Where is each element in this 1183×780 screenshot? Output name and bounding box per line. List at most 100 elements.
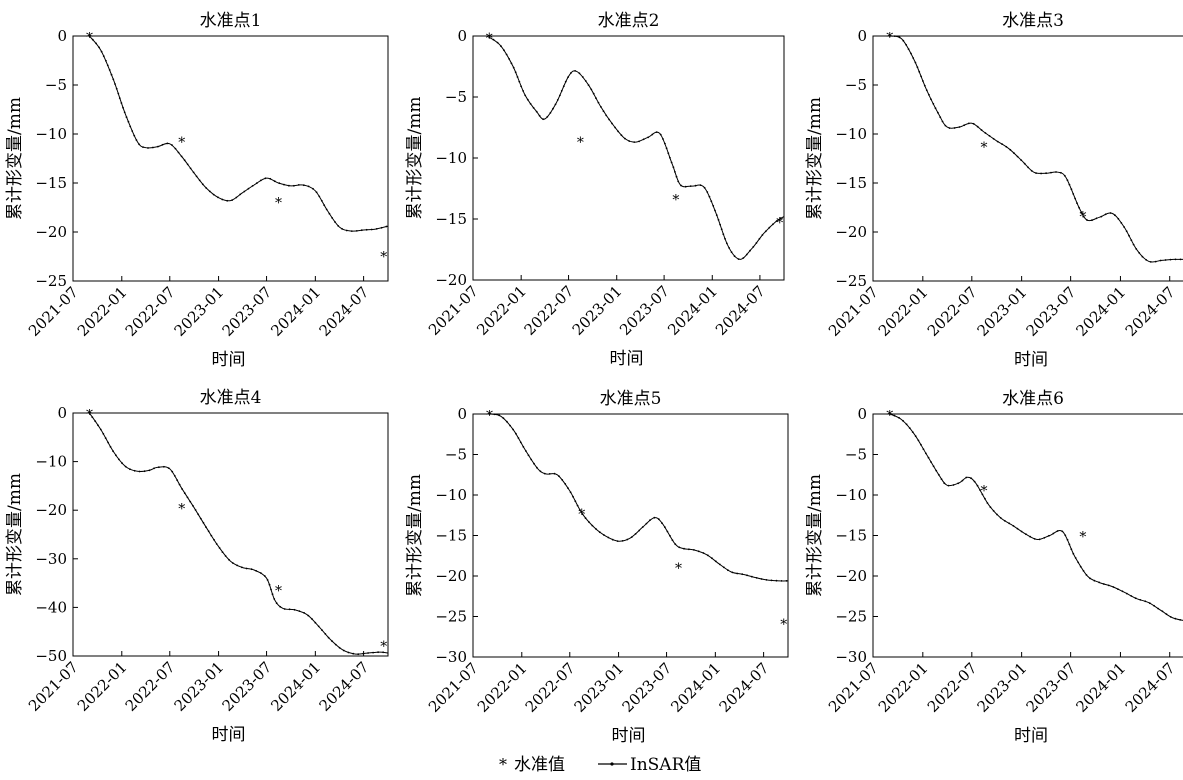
insar-point: [337, 225, 340, 227]
insar-point: [1082, 570, 1085, 572]
insar-point: [600, 106, 602, 108]
y-tick-label: −25: [835, 608, 867, 626]
plot-frame: [72, 412, 389, 657]
x-tick-label: 2021-07: [425, 282, 482, 339]
x-tick-label: 2022-01: [473, 282, 530, 339]
series-line-insar: [89, 35, 388, 232]
insar-point: [749, 249, 751, 252]
y-axis-label: 累计形变量/mm: [405, 474, 425, 597]
insar-point: [1159, 259, 1162, 262]
insar-point: [247, 187, 250, 190]
insar-point: [97, 424, 99, 427]
insar-point: [538, 114, 541, 117]
insar-point: [519, 441, 522, 444]
y-tick-label: −25: [435, 608, 467, 626]
insar-point: [628, 140, 631, 143]
insar-point: [539, 470, 542, 473]
insar-point: [720, 228, 723, 231]
insar-point: [1102, 583, 1105, 585]
insar-point: [1030, 169, 1033, 172]
insar-point: [902, 419, 904, 422]
insar-point: [579, 509, 581, 511]
y-tick-label: 0: [857, 27, 867, 45]
x-tick-label: 2021-07: [425, 659, 482, 716]
insar-point: [651, 133, 654, 136]
insar-point: [189, 500, 192, 503]
level-point: *: [178, 501, 185, 517]
y-tick-label: −10: [835, 125, 867, 143]
insar-point: [755, 577, 758, 579]
insar-point: [1179, 619, 1182, 621]
insar-point: [1061, 530, 1064, 533]
insar-point: [616, 540, 619, 542]
y-tick-label: 0: [457, 405, 467, 423]
y-tick-label: −5: [845, 76, 867, 94]
x-tick-label: 2023-07: [219, 658, 276, 715]
y-tick-label: −15: [35, 174, 67, 192]
insar-point: [1070, 548, 1073, 550]
insar-point: [898, 36, 901, 39]
insar-point: [588, 521, 590, 523]
chart-5: 水准点5 0 −5 −10 −15 −20 −25 −302021-072022-012022…: [405, 389, 789, 746]
insar-point: [180, 155, 183, 158]
insar-point: [138, 470, 141, 473]
insar-point: [963, 124, 966, 127]
insar-point: [742, 257, 745, 259]
insar-point: [638, 529, 641, 532]
y-axis-label: 累计形变量/mm: [405, 97, 425, 220]
insar-point: [228, 558, 230, 561]
insar-point: [907, 48, 910, 50]
insar-point: [667, 152, 670, 155]
insar-point: [1072, 552, 1075, 555]
x-tick-label: 2023-07: [1023, 283, 1080, 340]
insar-point: [515, 432, 517, 435]
x-tick-label: 2024-01: [267, 658, 324, 715]
insar-point: [183, 492, 186, 495]
insar-point: [174, 147, 177, 150]
plot-frame: [472, 413, 789, 658]
insar-point: [108, 69, 111, 71]
insar-point: [122, 106, 124, 109]
insar-point: [1066, 179, 1069, 182]
insar-point: [669, 534, 671, 537]
level-point: *: [886, 408, 893, 424]
insar-point: [109, 446, 112, 448]
insar-point: [714, 209, 716, 212]
insar-point: [710, 200, 713, 203]
insar-point: [270, 588, 272, 591]
insar-point: [1078, 206, 1080, 209]
insar-point: [996, 513, 998, 516]
insar-point: [1035, 172, 1037, 175]
insar-point: [1086, 219, 1088, 222]
insar-point: [558, 475, 560, 477]
insar-point: [1060, 171, 1062, 174]
insar-point: [647, 136, 650, 139]
insar-point: [1020, 530, 1023, 533]
insar-point: [293, 608, 296, 611]
insar-point: [1080, 211, 1083, 214]
insar-point: [312, 187, 314, 190]
insar-point: [255, 182, 258, 185]
y-tick-label: −20: [435, 567, 467, 585]
insar-point: [147, 147, 149, 149]
insar-point: [110, 73, 113, 76]
insar-point: [976, 484, 979, 487]
insar-point: [727, 569, 729, 572]
insar-point: [527, 454, 530, 457]
insar-point: [124, 465, 127, 468]
insar-point: [250, 568, 253, 571]
insar-point: [630, 536, 633, 538]
insar-point: [552, 107, 554, 110]
insar-point: [957, 482, 960, 485]
y-tick-label: 0: [57, 27, 67, 45]
insar-point: [529, 103, 532, 105]
insar-point: [940, 478, 943, 480]
insar-point: [970, 477, 972, 480]
insar-point: [722, 566, 725, 569]
insar-point: [524, 94, 527, 97]
insar-point: [370, 228, 373, 231]
insar-point: [334, 643, 337, 646]
insar-point: [670, 161, 673, 164]
insar-point: [1148, 602, 1151, 605]
insar-point: [888, 413, 891, 415]
